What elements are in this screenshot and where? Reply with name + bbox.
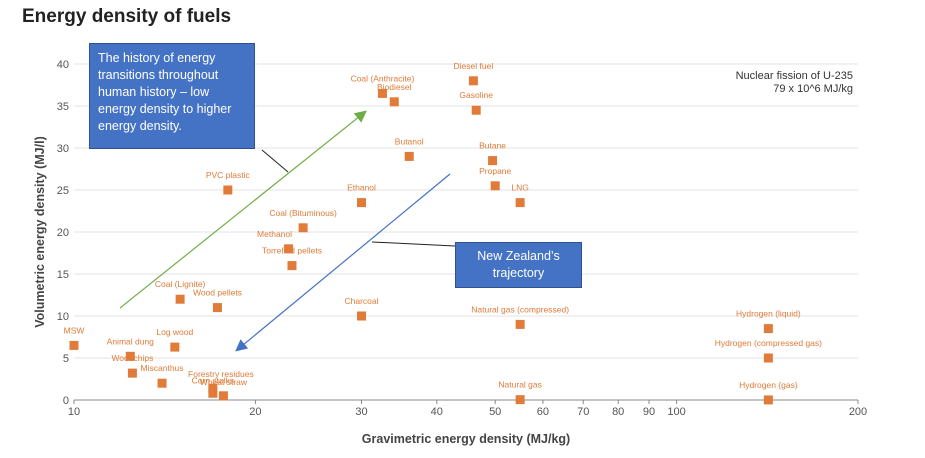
nz-callout: New Zealand’s trajectory (455, 242, 582, 288)
data-point (125, 351, 135, 361)
x-tick-label: 200 (849, 406, 867, 418)
nz-callout-pointer (371, 241, 456, 247)
data-point-label: LNG (511, 183, 528, 193)
x-tick-label: 80 (612, 406, 624, 418)
data-point (515, 319, 525, 329)
data-point-label: Natural gas (498, 380, 541, 390)
data-point (357, 198, 367, 208)
data-point-label: Animal dung (107, 336, 155, 346)
data-point (515, 395, 525, 405)
data-point-label: Wheat straw (200, 377, 248, 387)
data-point (471, 105, 481, 115)
data-point (127, 368, 137, 378)
data-point (404, 151, 414, 161)
data-point-label: Torrefied pellets (262, 246, 322, 256)
data-point (69, 340, 79, 350)
data-point-label: Propane (479, 166, 511, 176)
x-tick-label: 30 (355, 406, 367, 418)
data-point-label: Hydrogen (compressed gas) (715, 338, 822, 348)
y-tick-label: 0 (63, 395, 69, 407)
x-tick-label: 20 (249, 406, 261, 418)
y-tick-label: 5 (63, 353, 69, 365)
data-point-label: Biodiesel (377, 82, 412, 92)
x-tick-label: 60 (537, 406, 549, 418)
data-point (284, 244, 294, 254)
data-point-label: Butanol (395, 136, 424, 146)
y-tick-label: 40 (57, 59, 69, 71)
data-point (468, 76, 478, 86)
data-point-label: Coal (Bituminous) (269, 208, 337, 218)
y-tick-label: 25 (57, 185, 69, 197)
x-tick-label: 100 (667, 406, 685, 418)
data-point (490, 181, 500, 191)
data-point (157, 378, 167, 388)
data-point (515, 198, 525, 208)
data-point-label: Coal (Anthracite) (351, 73, 415, 83)
data-point-label: Hydrogen (gas) (739, 380, 798, 390)
data-point (763, 353, 773, 363)
nuclear-note: Nuclear fission of U-235 (736, 70, 853, 82)
data-point-label: Corn stalks (192, 375, 235, 385)
data-point (389, 97, 399, 107)
data-point-label: Woodchips (111, 353, 153, 363)
y-axis-label: Volumetric energy density (MJ/l) (33, 136, 47, 327)
data-point-label: Gasoline (459, 90, 493, 100)
data-point (175, 294, 185, 304)
data-point-label: Wood pellets (193, 288, 242, 298)
data-point-label: Methanol (257, 229, 292, 239)
data-point-label: PVC plastic (206, 170, 251, 180)
data-point-label: Hydrogen (liquid) (736, 309, 801, 319)
data-point (287, 261, 297, 271)
data-point-label: Charcoal (344, 296, 378, 306)
x-tick-label: 40 (431, 406, 443, 418)
data-point-label: Forestry residues (188, 369, 254, 379)
x-tick-label: 10 (68, 406, 80, 418)
data-point-label: Coal (Lignite) (155, 279, 206, 289)
history-trend-arrow (119, 110, 367, 309)
y-tick-label: 15 (57, 269, 69, 281)
history-callout: The history of energy transitions throug… (89, 43, 255, 149)
x-axis-label: Gravimetric energy density (MJ/kg) (362, 432, 570, 446)
nuclear-note-value: 79 x 10^6 MJ/kg (773, 83, 853, 95)
y-tick-label: 30 (57, 143, 69, 155)
data-point (377, 88, 387, 98)
x-tick-label: 70 (577, 406, 589, 418)
chart-title: Energy density of fuels (22, 6, 232, 27)
data-point (208, 383, 218, 393)
data-point (763, 324, 773, 334)
data-point-label: Log wood (156, 327, 193, 337)
data-point (208, 388, 218, 398)
data-point-label: Butane (479, 141, 506, 151)
data-point-label: MSW (64, 325, 85, 335)
y-tick-label: 35 (57, 101, 69, 113)
y-tick-label: 20 (57, 227, 69, 239)
data-point (763, 395, 773, 405)
x-tick-label: 50 (489, 406, 501, 418)
data-point (298, 223, 308, 233)
data-point-label: Diesel fuel (454, 61, 494, 71)
data-point (223, 185, 233, 195)
data-point-label: Ethanol (347, 183, 376, 193)
data-point (218, 391, 228, 401)
data-point-label: Miscanthus (141, 363, 184, 373)
x-tick-label: 90 (643, 406, 655, 418)
y-tick-label: 10 (57, 311, 69, 323)
data-point (212, 303, 222, 313)
data-point (170, 342, 180, 352)
data-point (488, 156, 498, 166)
data-point (357, 311, 367, 321)
nz-trajectory-arrow (235, 173, 451, 352)
history-callout-pointer (261, 149, 289, 173)
data-point-label: Natural gas (compressed) (471, 304, 569, 314)
